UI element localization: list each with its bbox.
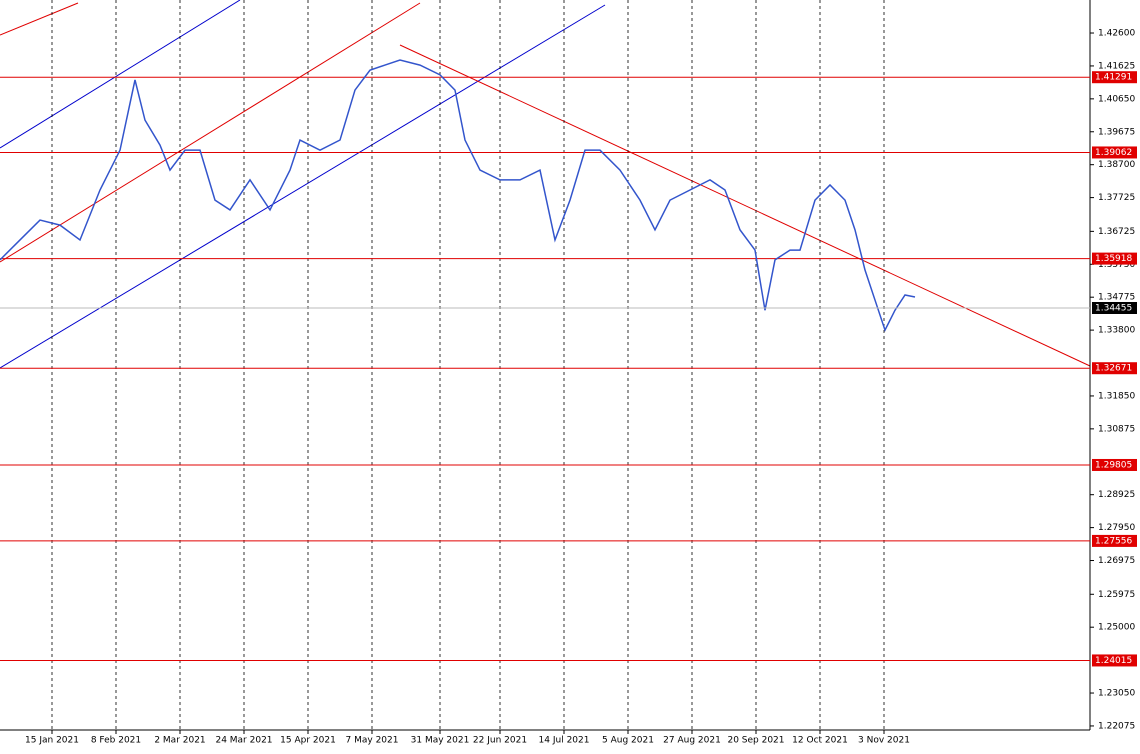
level-label: 1.41291 bbox=[1095, 73, 1132, 83]
y-tick-label: 1.31850 bbox=[1098, 391, 1135, 401]
level-box bbox=[1092, 252, 1137, 265]
x-tick-label: 3 Nov 2021 bbox=[858, 736, 910, 746]
y-tick-label: 1.34775 bbox=[1098, 293, 1135, 303]
level-label: 1.39062 bbox=[1095, 148, 1132, 158]
level-box bbox=[1092, 146, 1137, 159]
x-tick-label: 24 Mar 2021 bbox=[215, 736, 272, 746]
x-tick-label: 5 Aug 2021 bbox=[602, 736, 654, 746]
x-tick-label: 12 Oct 2021 bbox=[792, 736, 848, 746]
y-tick-label: 1.25975 bbox=[1098, 590, 1135, 600]
y-tick-label: 1.23050 bbox=[1098, 689, 1135, 699]
x-tick-label: 15 Apr 2021 bbox=[280, 736, 336, 746]
level-box bbox=[1092, 362, 1137, 375]
y-tick-label: 1.37725 bbox=[1098, 193, 1135, 203]
y-tick-label: 1.26975 bbox=[1098, 556, 1135, 566]
level-label: 1.27556 bbox=[1095, 536, 1132, 546]
x-tick-label: 22 Jun 2021 bbox=[473, 736, 527, 746]
y-tick-label: 1.28925 bbox=[1098, 490, 1135, 500]
y-tick-label: 1.35750 bbox=[1098, 260, 1135, 270]
level-label: 1.35918 bbox=[1095, 254, 1132, 264]
y-tick-label: 1.41625 bbox=[1098, 61, 1135, 71]
level-label: 1.32671 bbox=[1095, 364, 1132, 374]
current-price-label: 1.34455 bbox=[1095, 303, 1132, 313]
x-tick-label: 27 Aug 2021 bbox=[663, 736, 721, 746]
level-box bbox=[1092, 458, 1137, 471]
x-tick-label: 2 Mar 2021 bbox=[154, 736, 205, 746]
y-tick-label: 1.30875 bbox=[1098, 424, 1135, 434]
x-tick-label: 20 Sep 2021 bbox=[727, 736, 784, 746]
x-tick-label: 7 May 2021 bbox=[346, 736, 399, 746]
channel-line bbox=[0, 2, 79, 36]
y-tick-label: 1.42600 bbox=[1098, 29, 1135, 39]
trend-line bbox=[399, 44, 1091, 367]
x-tick-label: 15 Jan 2021 bbox=[25, 736, 79, 746]
channel-line bbox=[0, 0, 241, 149]
channel-line bbox=[0, 2, 421, 263]
y-tick-label: 1.22075 bbox=[1098, 721, 1135, 731]
level-label: 1.24015 bbox=[1095, 656, 1132, 666]
x-tick-label: 31 May 2021 bbox=[411, 736, 470, 746]
y-tick-label: 1.36725 bbox=[1098, 227, 1135, 237]
y-tick-label: 1.38700 bbox=[1098, 160, 1135, 170]
level-box bbox=[1092, 654, 1137, 667]
y-tick-label: 1.40650 bbox=[1098, 94, 1135, 104]
price-line bbox=[0, 59, 916, 333]
level-box bbox=[1092, 534, 1137, 547]
y-tick-label: 1.27950 bbox=[1098, 523, 1135, 533]
current-price-box bbox=[1092, 301, 1137, 314]
y-tick-label: 1.39675 bbox=[1098, 127, 1135, 137]
y-tick-label: 1.33800 bbox=[1098, 326, 1135, 336]
level-box bbox=[1092, 71, 1137, 84]
x-tick-label: 8 Feb 2021 bbox=[91, 736, 141, 746]
level-label: 1.29805 bbox=[1095, 460, 1132, 470]
y-tick-label: 1.25000 bbox=[1098, 623, 1135, 633]
x-tick-label: 14 Jul 2021 bbox=[539, 736, 590, 746]
